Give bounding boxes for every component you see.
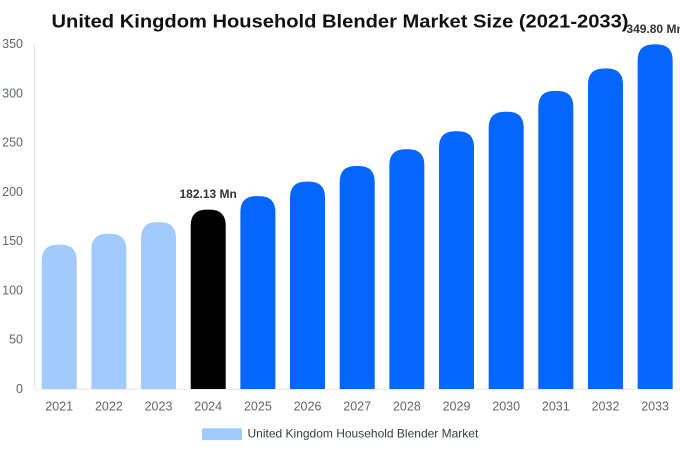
svg-text:2028: 2028 bbox=[393, 400, 421, 414]
svg-text:2033: 2033 bbox=[641, 400, 669, 414]
svg-text:2023: 2023 bbox=[145, 400, 173, 414]
svg-text:182.13 Mn: 182.13 Mn bbox=[180, 187, 237, 201]
svg-text:2024: 2024 bbox=[194, 400, 222, 414]
svg-text:United Kingdom Household Blend: United Kingdom Household Blender Market … bbox=[52, 11, 629, 31]
svg-text:150: 150 bbox=[2, 234, 23, 248]
svg-text:350: 350 bbox=[2, 37, 23, 51]
svg-text:349.80 Mn: 349.80 Mn bbox=[626, 22, 680, 36]
svg-text:2030: 2030 bbox=[492, 400, 520, 414]
svg-text:2022: 2022 bbox=[95, 400, 123, 414]
svg-text:2021: 2021 bbox=[45, 400, 73, 414]
svg-text:250: 250 bbox=[2, 136, 23, 150]
svg-text:2027: 2027 bbox=[343, 400, 371, 414]
svg-text:300: 300 bbox=[2, 87, 23, 101]
svg-text:2029: 2029 bbox=[443, 400, 471, 414]
svg-text:100: 100 bbox=[2, 284, 23, 298]
svg-text:2025: 2025 bbox=[244, 400, 272, 414]
svg-text:50: 50 bbox=[9, 333, 23, 347]
svg-text:0: 0 bbox=[16, 382, 23, 396]
svg-text:200: 200 bbox=[2, 185, 23, 199]
svg-text:2031: 2031 bbox=[542, 400, 570, 414]
svg-text:2026: 2026 bbox=[294, 400, 322, 414]
svg-text:2032: 2032 bbox=[592, 400, 620, 414]
svg-text:United Kingdom Household Blend: United Kingdom Household Blender Market bbox=[248, 427, 479, 441]
